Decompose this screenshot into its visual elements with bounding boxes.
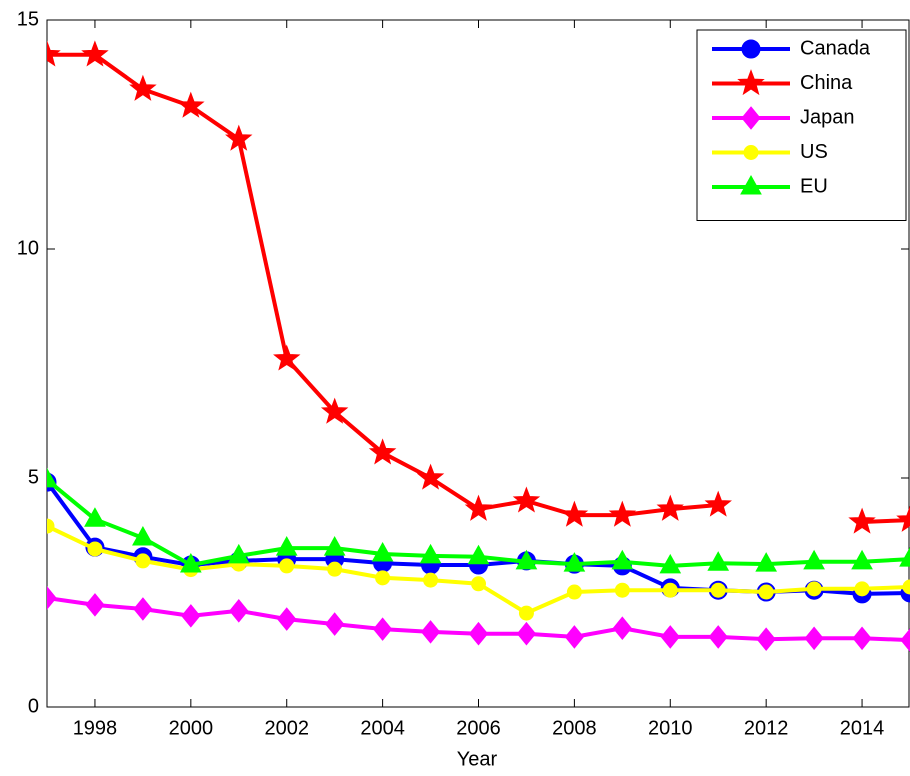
marker [755,552,778,572]
marker [325,612,345,636]
marker [756,627,776,652]
marker [707,551,730,571]
legend-label: China [800,72,853,94]
legend-label: Canada [800,37,871,59]
marker [372,617,393,641]
x-tick-label: 2012 [744,717,789,739]
y-tick-label: 0 [28,695,39,717]
marker [806,581,822,597]
x-tick-label: 2006 [456,717,501,739]
marker [608,500,637,527]
marker [564,625,585,649]
marker [656,494,684,521]
marker [743,145,759,160]
marker [419,543,442,564]
x-tick-label: 2000 [169,717,214,739]
marker [518,605,534,621]
marker [741,106,761,130]
marker [47,467,58,488]
marker [900,628,910,652]
marker [803,549,825,570]
y-tick-label: 15 [17,8,39,30]
x-tick-label: 2002 [264,717,309,739]
legend: Canada China Japan US EU [696,29,907,221]
marker [848,507,876,534]
marker [375,570,391,586]
marker [662,582,678,598]
marker [515,549,538,570]
marker [899,547,910,567]
marker [563,552,586,572]
marker [741,39,761,59]
marker [611,549,634,570]
marker [277,607,297,631]
marker [471,576,486,592]
y-tick-label: 5 [28,466,39,488]
marker [368,438,397,465]
marker [320,397,349,424]
legend-label: Japan [800,106,855,128]
marker [47,586,57,610]
marker [737,69,765,96]
marker [87,541,103,557]
marker [227,543,250,564]
marker [708,625,728,649]
marker [566,584,582,600]
marker [85,593,105,617]
marker [804,626,824,651]
marker [416,463,445,490]
marker [420,620,441,644]
marker [464,494,493,521]
marker [710,582,726,598]
series-layer [47,40,910,652]
marker [660,625,680,649]
marker [327,561,343,577]
marker [279,558,295,574]
marker [47,518,55,534]
marker [84,507,106,527]
x-tick-label: 2008 [552,717,597,739]
x-tick-label: 2004 [360,717,405,739]
marker [704,490,732,517]
marker [659,553,682,574]
marker [902,579,910,595]
marker [132,525,154,546]
marker [468,621,489,646]
x-tick-label: 2010 [648,717,693,739]
y-tick-label: 10 [17,237,39,259]
x-tick-label: 1998 [73,717,118,739]
marker [467,544,490,565]
marker [758,584,774,600]
marker [896,505,910,532]
x-axis-label: Year [457,748,498,770]
legend-label: US [800,141,828,163]
marker [135,553,151,569]
marker [81,40,109,67]
marker [275,536,298,556]
marker [423,572,439,588]
marker [614,582,630,598]
marker [612,616,632,641]
x-tick-label: 2014 [840,717,885,739]
marker [129,74,157,101]
marker [179,552,202,573]
marker [177,91,205,118]
marker [47,40,61,67]
marker [740,174,762,195]
marker [273,344,301,371]
marker [854,581,870,597]
marker [512,486,541,513]
marker [181,604,201,628]
marker [371,541,394,562]
marker [323,536,346,556]
legend-label: EU [800,175,828,197]
marker [229,599,249,623]
marker [852,626,872,651]
marker [851,549,873,570]
marker [560,500,589,527]
marker [133,597,153,621]
marker [225,124,253,151]
marker [516,621,537,646]
